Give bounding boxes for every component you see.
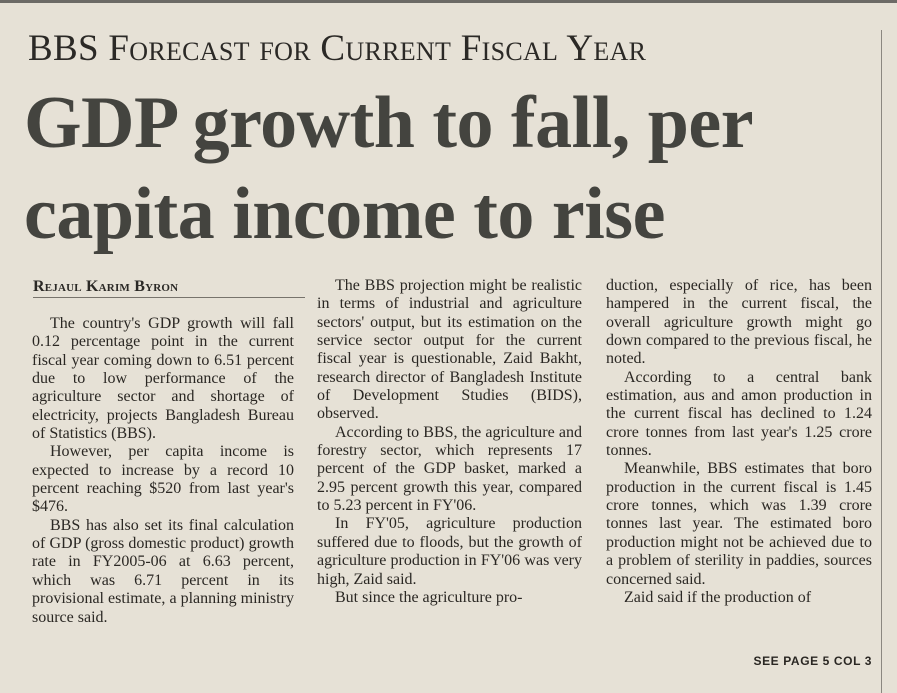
headline-line-2: capita income to rise [24, 173, 665, 255]
paragraph: The BBS projection might be realistic in… [317, 277, 582, 423]
paragraph: According to a central bank estimation, … [606, 368, 872, 460]
continuation-jump: SEE PAGE 5 COL 3 [753, 654, 872, 668]
headline-line-1: GDP growth to fall, per [24, 82, 754, 164]
article-column-2: The BBS projection might be realistic in… [317, 277, 582, 607]
paragraph: Meanwhile, BBS estimates that boro produ… [606, 460, 872, 588]
paragraph: Zaid said if the production of [624, 588, 812, 606]
article-column-1: The country's GDP growth will fall 0.12 … [32, 315, 294, 627]
article-column-3: duction, especially of rice, has been ha… [606, 277, 872, 607]
paragraph: duction, especially of rice, has been ha… [606, 277, 872, 368]
paragraph: However, per capita income is expected t… [32, 443, 294, 516]
top-rule [0, 0, 897, 3]
paragraph: But since the agriculture pro- [335, 588, 523, 606]
column-divider [881, 30, 882, 693]
byline: Rejaul Karim Byron [33, 277, 305, 298]
paragraph: BBS has also set its final calculation o… [32, 516, 294, 626]
adjacent-article-edge [881, 30, 897, 693]
kicker: BBS Forecast for Current Fiscal Year [28, 28, 647, 69]
paragraph: According to BBS, the agriculture and fo… [317, 423, 582, 515]
headline: GDP growth to fall, per capita income to… [24, 78, 874, 260]
paragraph: In FY'05, agriculture production suffere… [317, 515, 582, 588]
paragraph: The country's GDP growth will fall 0.12 … [32, 315, 294, 443]
